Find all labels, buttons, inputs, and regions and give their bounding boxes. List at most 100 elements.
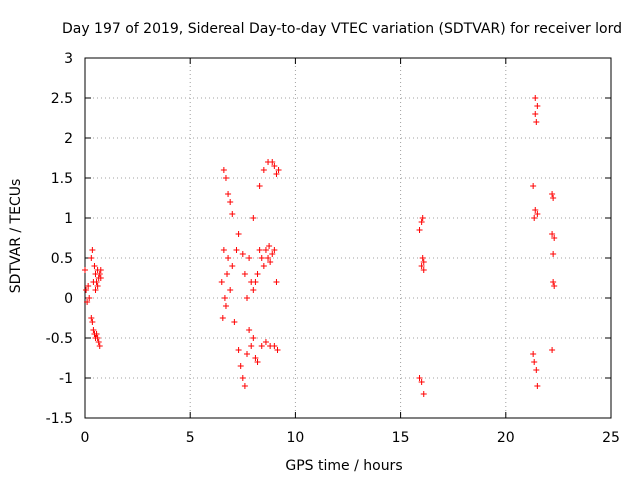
data-point-marker (241, 383, 248, 389)
data-point-marker (551, 283, 558, 289)
data-point-marker (250, 335, 257, 341)
data-point-marker (274, 347, 281, 353)
data-point-marker (269, 251, 276, 257)
data-point-marker (273, 171, 280, 177)
data-point-marker (275, 167, 282, 173)
data-point-marker (531, 359, 538, 365)
data-point-marker (92, 287, 99, 293)
data-point-marker (530, 183, 537, 189)
data-point-marker (222, 303, 229, 309)
data-point-marker (90, 327, 97, 333)
data-point-marker (88, 315, 95, 321)
x-tick-labels: 0 5 10 15 20 25 (81, 430, 620, 446)
y-tick-labels: -1.5 -1 -0.5 0 0.5 1 1.5 2 2.5 3 (46, 51, 73, 427)
data-point-marker (416, 227, 423, 233)
data-point-marker (418, 263, 425, 269)
data-point-marker (244, 295, 251, 301)
data-point-marker (532, 95, 539, 101)
data-point-marker (549, 347, 556, 353)
data-point-marker (258, 255, 265, 261)
data-point-marker (550, 279, 557, 285)
data-point-marker (239, 375, 246, 381)
data-point-marker (252, 355, 259, 361)
data-point-marker (84, 299, 91, 305)
data-point-marker (260, 167, 267, 173)
y-tick-label: 1.5 (51, 171, 73, 187)
y-tick-label: 1 (64, 211, 73, 227)
data-point-marker (534, 103, 541, 109)
data-point-marker (219, 315, 226, 321)
data-point-marker (271, 343, 278, 349)
data-point-marker (241, 271, 248, 277)
x-tick-label: 15 (392, 430, 410, 446)
data-point-marker (225, 255, 232, 261)
data-point-marker (531, 215, 538, 221)
data-point-marker (97, 275, 104, 281)
data-point-marker (418, 219, 425, 225)
data-point-marker (420, 259, 427, 265)
x-tick-label: 20 (497, 430, 515, 446)
data-point-marker (256, 183, 263, 189)
y-tick-label: 0 (64, 291, 73, 307)
data-point-marker (420, 267, 427, 273)
data-point-marker (97, 267, 104, 273)
data-point-marker (252, 279, 259, 285)
data-point-marker (235, 347, 242, 353)
data-point-marker (258, 343, 265, 349)
data-point-marker (273, 279, 280, 285)
data-point-marker (86, 295, 93, 301)
data-point-marker (420, 391, 427, 397)
data-point-marker (93, 331, 100, 337)
data-point-marker (262, 247, 269, 253)
plot-frame (84, 57, 612, 419)
data-point-marker (222, 175, 229, 181)
data-point-marker (265, 255, 272, 261)
x-tick-label: 10 (286, 430, 304, 446)
data-point-marker (271, 247, 278, 253)
data-point-marker (220, 167, 227, 173)
data-point-marker (94, 335, 101, 341)
data-point-marker (225, 191, 232, 197)
data-point-marker (244, 351, 251, 357)
y-tick-label: -1 (59, 371, 73, 387)
data-point-marker (254, 271, 261, 277)
data-point-marker (550, 195, 557, 201)
y-tick-label: -1.5 (46, 411, 73, 427)
data-point-marker (418, 379, 425, 385)
data-point-marker (248, 343, 255, 349)
x-axis-label: GPS time / hours (285, 458, 402, 474)
data-point-marker (549, 231, 556, 237)
y-tick-label: 0.5 (51, 251, 73, 267)
x-tick-label: 5 (186, 430, 195, 446)
data-point-marker (551, 235, 558, 241)
data-point-marker (82, 267, 88, 273)
data-point-marker (550, 251, 557, 257)
data-points (82, 95, 558, 397)
data-point-marker (231, 319, 238, 325)
y-axis-label: SDTVAR / TECUs (8, 179, 24, 294)
data-point-marker (533, 367, 540, 373)
data-point-marker (229, 263, 236, 269)
data-point-marker (227, 199, 234, 205)
data-point-marker (532, 111, 539, 117)
data-point-marker (532, 207, 539, 213)
data-point-marker (419, 215, 426, 221)
data-point-marker (267, 259, 274, 265)
data-point-marker (85, 283, 92, 289)
data-point-marker (88, 255, 95, 261)
data-point-marker (221, 295, 228, 301)
data-point-marker (94, 283, 101, 289)
data-point-marker (534, 383, 541, 389)
data-point-marker (91, 263, 98, 269)
x-tick-label: 0 (81, 430, 90, 446)
data-point-marker (237, 363, 244, 369)
data-point-marker (93, 279, 100, 285)
data-point-marker (89, 247, 96, 253)
data-point-marker (250, 287, 257, 293)
data-point-marker (254, 359, 261, 365)
data-point-marker (416, 375, 423, 381)
grid-lines (85, 58, 611, 418)
data-point-marker (229, 211, 236, 217)
